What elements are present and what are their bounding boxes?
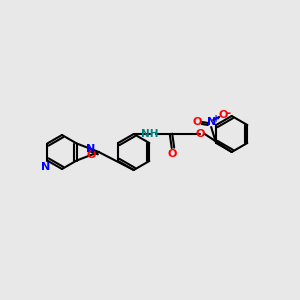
Text: O: O <box>86 149 95 160</box>
Text: O: O <box>192 117 202 127</box>
Text: -: - <box>226 106 231 119</box>
Text: +: + <box>212 114 220 124</box>
Text: O: O <box>218 110 228 120</box>
Text: N: N <box>86 145 95 154</box>
Text: N: N <box>206 117 216 127</box>
Text: NH: NH <box>141 129 158 139</box>
Text: N: N <box>41 163 50 172</box>
Text: O: O <box>195 129 204 139</box>
Text: O: O <box>167 149 176 159</box>
